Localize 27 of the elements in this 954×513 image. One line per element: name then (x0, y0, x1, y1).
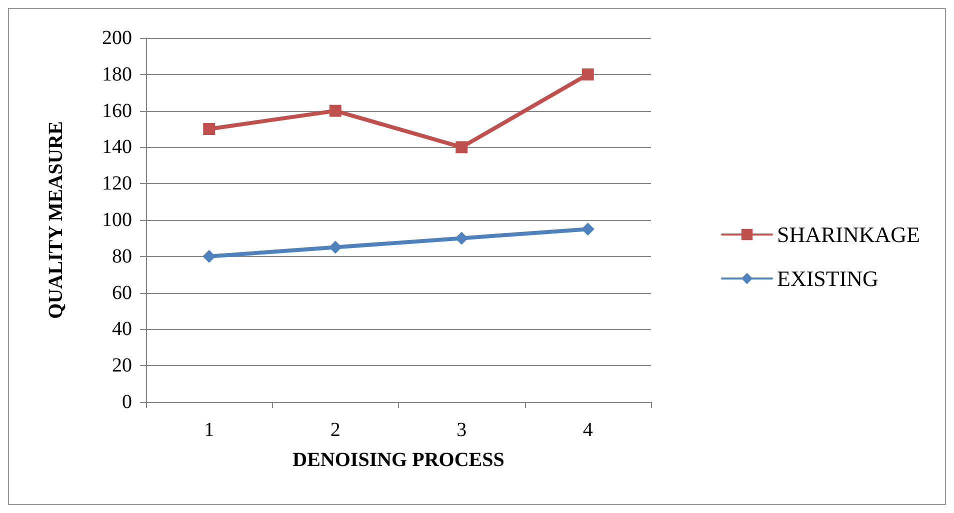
y-tick-label: 20 (112, 354, 132, 377)
y-tick-label: 40 (112, 318, 132, 340)
x-axis-title: DENOISING PROCESS (292, 449, 504, 471)
y-tick-label: 180 (102, 63, 132, 86)
y-tick-label: 80 (112, 245, 132, 268)
point (455, 232, 468, 245)
legend-label: SHARINKAGE (777, 222, 920, 247)
y-tick-label: 100 (102, 209, 132, 231)
legend-label: EXISTING (777, 266, 879, 291)
y-axis-title: QUALITY MEASURE (45, 121, 67, 319)
point (582, 68, 594, 80)
point (329, 104, 342, 117)
x-tick-label: 2 (330, 419, 340, 441)
x-tick-label: 4 (582, 419, 593, 441)
x-tick-label: 3 (456, 419, 467, 441)
y-tick-label: 140 (102, 136, 132, 158)
point (202, 250, 216, 263)
y-tick-label: 0 (122, 391, 132, 413)
point (456, 141, 468, 154)
y-tick-label: 60 (112, 282, 132, 304)
point (328, 240, 342, 254)
y-tick-label: 200 (102, 27, 132, 49)
y-tick-label: 120 (102, 172, 132, 195)
x-tick-label: 1 (204, 419, 214, 441)
point (581, 222, 594, 236)
point (203, 123, 216, 135)
y-tick-label: 160 (102, 100, 132, 122)
